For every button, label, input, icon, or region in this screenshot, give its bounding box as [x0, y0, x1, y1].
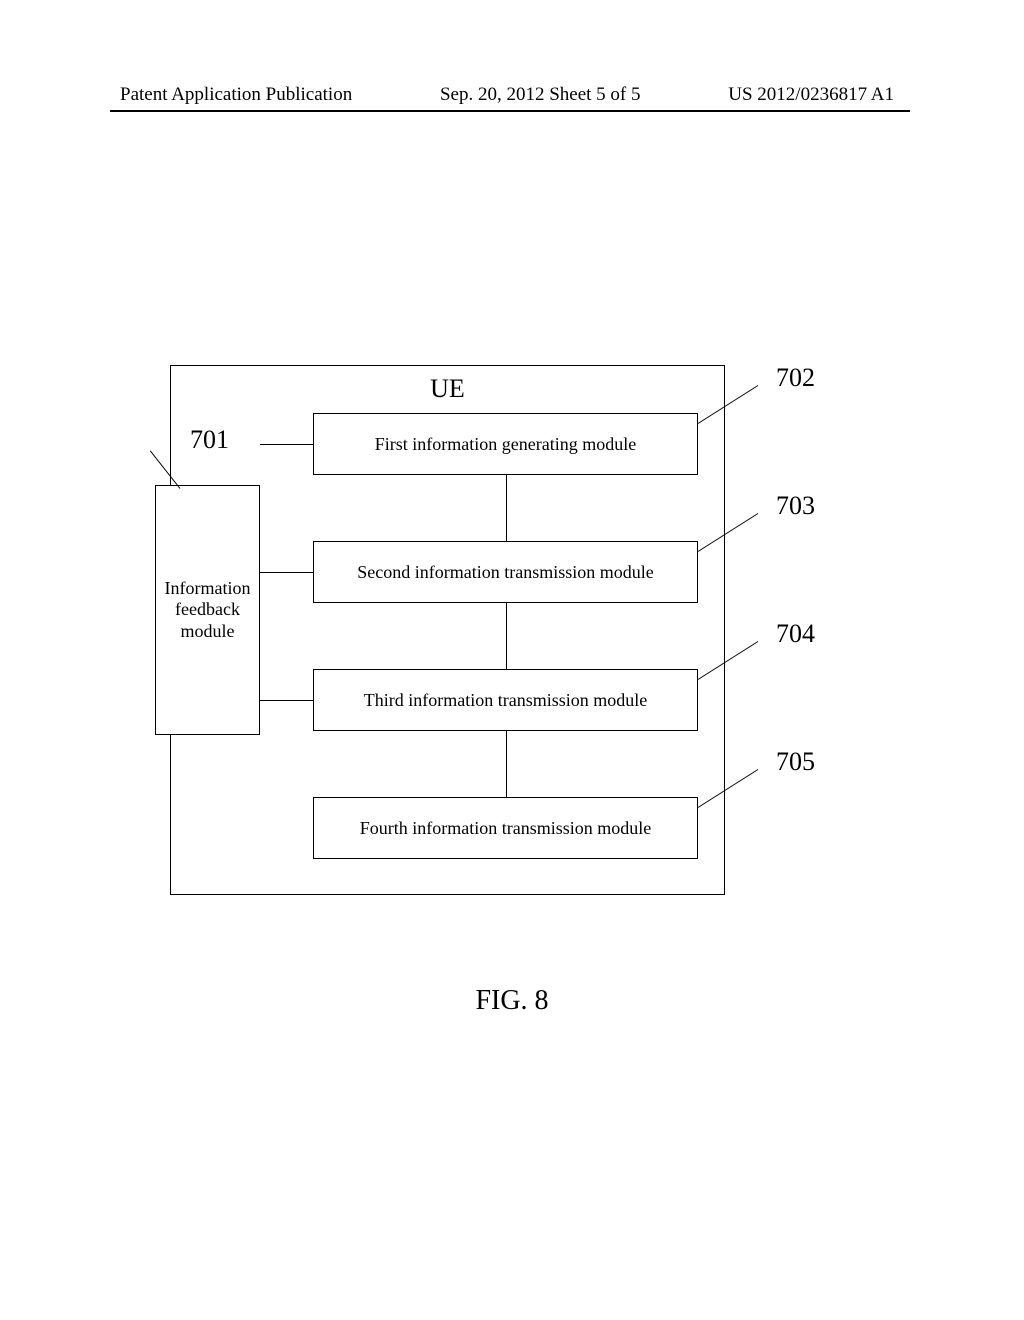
module-label: Second information transmission module — [357, 562, 653, 583]
module-label: First information generating module — [375, 434, 636, 455]
first-info-generating-module: First information generating module — [313, 413, 698, 475]
feedback-hconnector — [260, 444, 313, 445]
header-right: US 2012/0236817 A1 — [728, 84, 894, 106]
figure-8-diagram: UE Information feedback module First inf… — [155, 365, 875, 895]
figure-label: FIG. 8 — [0, 985, 1024, 1017]
module-vconnector — [506, 603, 507, 669]
feedback-hconnector — [260, 700, 313, 701]
second-info-transmission-module: Second information transmission module — [313, 541, 698, 603]
module-label: Fourth information transmission module — [360, 818, 651, 839]
information-feedback-module: Information feedback module — [155, 485, 260, 735]
ref-705: 705 — [776, 747, 815, 777]
third-info-transmission-module: Third information transmission module — [313, 669, 698, 731]
ue-title: UE — [171, 374, 724, 404]
ref-703: 703 — [776, 491, 815, 521]
module-label: Third information transmission module — [364, 690, 647, 711]
module-vconnector — [506, 731, 507, 797]
fourth-info-transmission-module: Fourth information transmission module — [313, 797, 698, 859]
module-vconnector — [506, 475, 507, 541]
ref-702: 702 — [776, 363, 815, 393]
header-left: Patent Application Publication — [120, 84, 352, 106]
information-feedback-module-label: Information feedback module — [156, 578, 259, 643]
ref-701: 701 — [190, 425, 229, 455]
header-rule — [110, 110, 910, 112]
header-center: Sep. 20, 2012 Sheet 5 of 5 — [440, 84, 641, 106]
page-header: Patent Application Publication Sep. 20, … — [0, 84, 1024, 106]
ref-704: 704 — [776, 619, 815, 649]
feedback-hconnector — [260, 572, 313, 573]
